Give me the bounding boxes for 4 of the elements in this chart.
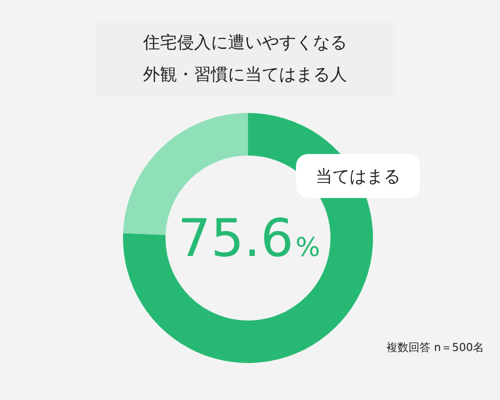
slice-label: 当てはまる (296, 154, 420, 198)
chart-title: 住宅侵入に遭いやすくなる外観・習慣に当てはまる人 (142, 32, 348, 87)
data-label: 75.6% (178, 209, 320, 269)
text: 複数回答 n＝500名 (386, 340, 484, 355)
